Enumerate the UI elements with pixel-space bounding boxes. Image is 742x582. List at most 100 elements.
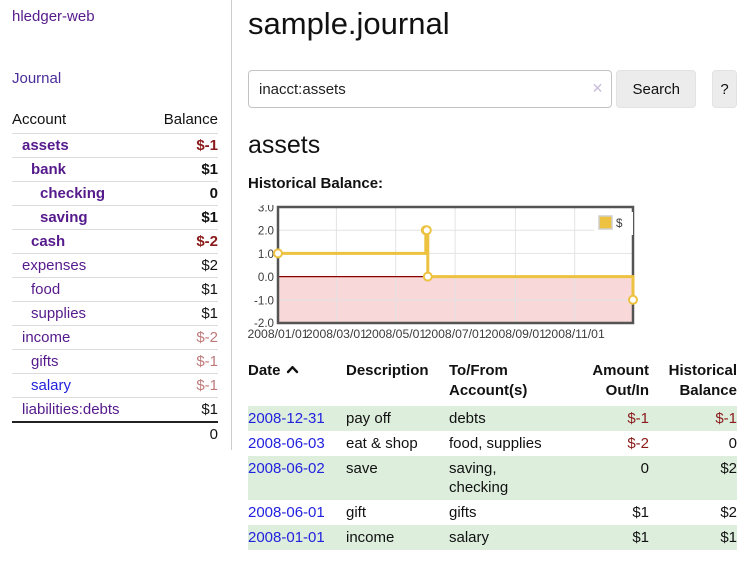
register-col-amount: Amount Out/In	[583, 361, 649, 406]
y-tick: 0.0	[258, 271, 274, 284]
transaction-date-link[interactable]: 2008-01-01	[248, 529, 325, 546]
account-link-expenses[interactable]: expenses	[22, 257, 86, 274]
account-link-salary[interactable]: salary	[31, 377, 71, 394]
page-title: sample.journal	[248, 6, 737, 42]
historical-balance-chart: 3.0 2.0 1.0 0.0 -1.0 -2.0 2008/01/01 200…	[248, 205, 737, 345]
account-balance: $1	[149, 302, 218, 326]
transaction-date-link[interactable]: 2008-06-02	[248, 460, 325, 477]
x-tick: 2008/03/01	[306, 327, 367, 341]
register-row: 2008-01-01 income salary $1 $1	[248, 525, 737, 550]
chart-data-point	[424, 273, 432, 281]
transaction-description: gift	[346, 500, 449, 525]
account-balance: $1	[149, 158, 218, 182]
chart-x-axis: 2008/01/01 2008/03/01 2008/05/01 2008/07…	[248, 327, 605, 341]
x-tick: 2008/09/01	[485, 327, 546, 341]
register-header-row: Date Description To/From Account(s) Amou…	[248, 361, 737, 406]
y-tick: 1.0	[258, 248, 274, 261]
chart-label: Historical Balance:	[248, 175, 737, 193]
account-row: checking 0	[12, 182, 218, 206]
account-row: food $1	[12, 278, 218, 302]
transaction-accounts: debts	[449, 406, 583, 431]
accounts-col-balance: Balance	[149, 107, 218, 134]
x-tick: 2008/05/01	[365, 327, 426, 341]
transaction-date-link[interactable]: 2008-06-03	[248, 435, 325, 452]
transaction-accounts: saving, checking	[449, 456, 583, 500]
chart-data-point	[423, 226, 431, 234]
chart-legend: $	[594, 212, 633, 235]
transaction-description: save	[346, 456, 449, 500]
account-balance: $-1	[149, 134, 218, 158]
chart-data-point	[274, 249, 282, 257]
chart-y-axis: 3.0 2.0 1.0 0.0 -1.0 -2.0	[254, 205, 274, 330]
account-link-assets[interactable]: assets	[22, 137, 69, 154]
account-balance: 0	[149, 182, 218, 206]
transaction-date-link[interactable]: 2008-06-01	[248, 504, 325, 521]
account-link-supplies[interactable]: supplies	[31, 305, 86, 322]
account-row: income $-2	[12, 326, 218, 350]
transaction-description: eat & shop	[346, 431, 449, 456]
register-row: 2008-06-02 save saving, checking 0 $2	[248, 456, 737, 500]
chart-canvas: 3.0 2.0 1.0 0.0 -1.0 -2.0 2008/01/01 200…	[248, 205, 708, 345]
register-col-balance: Historical Balance	[649, 361, 737, 406]
account-balance: $-2	[149, 230, 218, 254]
transaction-accounts: food, supplies	[449, 431, 583, 456]
x-tick: 2008/01/01	[248, 327, 309, 341]
register-col-description: Description	[346, 361, 449, 406]
search-input[interactable]	[248, 70, 612, 108]
app-title-link[interactable]: hledger-web	[12, 8, 231, 26]
transaction-amount: 0	[583, 456, 649, 500]
account-row: supplies $1	[12, 302, 218, 326]
transaction-balance: $1	[649, 525, 737, 550]
account-balance: $-1	[149, 374, 218, 398]
transaction-description: income	[346, 525, 449, 550]
account-row: expenses $2	[12, 254, 218, 278]
account-row: assets $-1	[12, 134, 218, 158]
transaction-balance: $-1	[649, 406, 737, 431]
transaction-balance: 0	[649, 431, 737, 456]
page: hledger-web Journal Account Balance asse…	[0, 0, 742, 582]
account-link-income[interactable]: income	[22, 329, 70, 346]
transaction-accounts: gifts	[449, 500, 583, 525]
sidebar-item-journal[interactable]: Journal	[12, 70, 231, 88]
account-row: liabilities:debts $1	[12, 398, 218, 423]
x-tick: 2008/07/01	[425, 327, 486, 341]
register-row: 2008-06-01 gift gifts $1 $2	[248, 500, 737, 525]
search-button[interactable]: Search	[616, 70, 696, 108]
account-balance: $2	[149, 254, 218, 278]
y-tick: -1.0	[254, 294, 274, 307]
account-link-liabilities-debts[interactable]: liabilities:debts	[22, 401, 120, 418]
account-row: saving $1	[12, 206, 218, 230]
account-link-cash[interactable]: cash	[31, 233, 65, 250]
transaction-date-link[interactable]: 2008-12-31	[248, 410, 325, 427]
transaction-balance: $2	[649, 456, 737, 500]
help-button[interactable]: ?	[712, 70, 737, 108]
accounts-total: 0	[149, 422, 218, 446]
account-link-bank[interactable]: bank	[31, 161, 66, 178]
y-tick: 3.0	[258, 205, 274, 215]
sort-ascending-icon	[286, 365, 299, 374]
y-tick: 2.0	[258, 225, 274, 238]
account-balance: $1	[149, 278, 218, 302]
account-balance: $1	[149, 206, 218, 230]
account-link-saving[interactable]: saving	[40, 209, 88, 226]
account-row: bank $1	[12, 158, 218, 182]
accounts-total-row: 0	[12, 422, 218, 446]
register-col-date-label: Date	[248, 362, 281, 379]
account-balance: $-2	[149, 326, 218, 350]
chart-data-point	[629, 296, 637, 304]
accounts-col-account: Account	[12, 107, 149, 134]
legend-label: $	[616, 217, 623, 230]
register-col-date[interactable]: Date	[248, 361, 346, 406]
register-row: 2008-06-03 eat & shop food, supplies $-2…	[248, 431, 737, 456]
transaction-amount: $-1	[583, 406, 649, 431]
account-link-checking[interactable]: checking	[40, 185, 105, 202]
register-row: 2008-12-31 pay off debts $-1 $-1	[248, 406, 737, 431]
accounts-header-row: Account Balance	[12, 107, 218, 134]
account-link-gifts[interactable]: gifts	[31, 353, 59, 370]
search-box: ✕	[248, 70, 612, 108]
clear-search-icon[interactable]: ✕	[592, 80, 604, 96]
account-row: salary $-1	[12, 374, 218, 398]
register-col-accounts: To/From Account(s)	[449, 361, 583, 406]
transaction-balance: $2	[649, 500, 737, 525]
account-link-food[interactable]: food	[31, 281, 60, 298]
